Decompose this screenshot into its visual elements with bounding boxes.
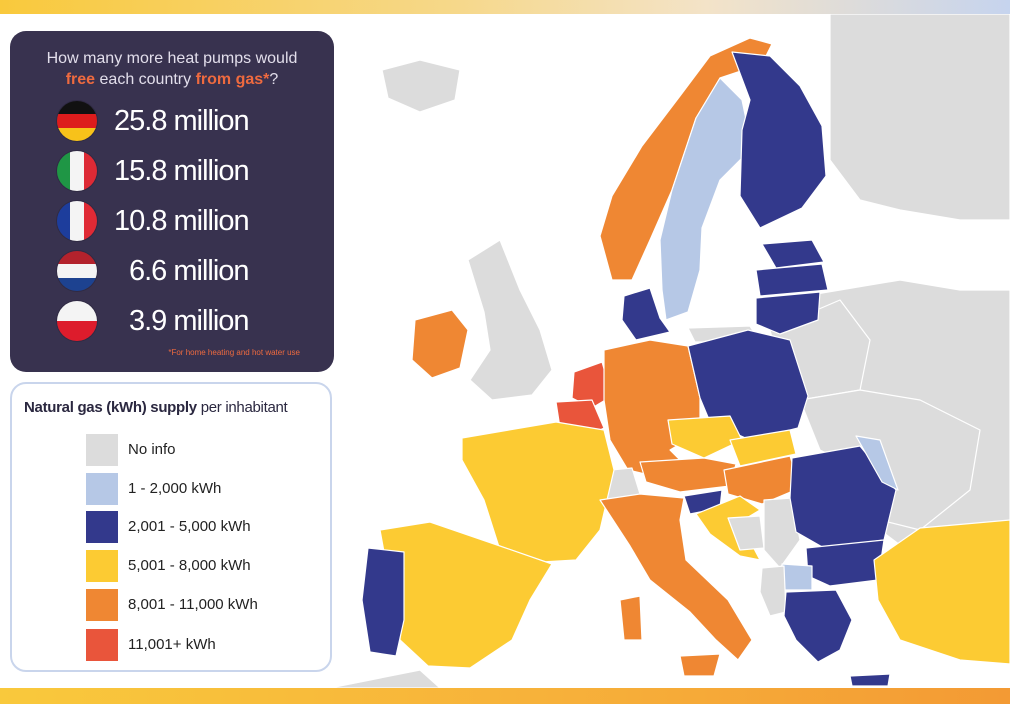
country-iceland — [381, 59, 461, 113]
legend-title: Natural gas (kWh) supply per inhabitant — [24, 399, 288, 416]
country-portugal — [361, 547, 405, 657]
heat-pumps-panel: How many more heat pumps would free each… — [10, 31, 334, 372]
heading-mid: each country — [99, 71, 192, 88]
europe-map-svg — [330, 14, 1010, 688]
legend-swatch — [86, 511, 118, 543]
bottom-gradient-bar — [0, 688, 1010, 704]
country-bulgaria — [805, 539, 885, 587]
legend-title-bold: Natural gas (kWh) supply — [24, 399, 197, 416]
country-estonia — [761, 239, 825, 269]
legend-swatch — [86, 473, 118, 505]
country-row-france: 10.8 million — [10, 201, 334, 245]
france-flag-icon — [57, 201, 97, 241]
country-italy — [679, 653, 721, 677]
germany-value: 25.8 million — [114, 105, 250, 137]
legend-panel: Natural gas (kWh) supply per inhabitant … — [10, 382, 332, 672]
legend-title-rest: per inhabitant — [196, 399, 288, 416]
top-gradient-bar — [0, 0, 1010, 14]
netherlands-flag-icon — [57, 251, 97, 291]
country-netherlands — [571, 361, 613, 409]
country-albania — [759, 565, 787, 617]
country-poland — [687, 329, 809, 441]
heading-end: ? — [269, 71, 279, 88]
legend-label: No info — [128, 441, 176, 458]
legend-swatch — [86, 550, 118, 582]
country-france — [461, 421, 615, 563]
legend-label: 1 - 2,000 kWh — [128, 480, 222, 497]
legend-swatch — [86, 629, 118, 661]
panel-heading: How many more heat pumps would free each… — [10, 48, 334, 90]
germany-flag-icon — [57, 101, 97, 141]
heading-free: free — [65, 71, 96, 88]
poland-flag-icon — [57, 301, 97, 341]
france-value: 10.8 million — [114, 205, 250, 237]
country-turkey — [873, 519, 1010, 665]
italy-value: 15.8 million — [114, 155, 250, 187]
heading-from-gas: from gas* — [195, 71, 270, 88]
poland-value: 3.9 million — [129, 305, 250, 337]
country-united-kingdom — [467, 239, 553, 401]
country-finland — [731, 51, 827, 229]
country-moldova — [855, 435, 899, 491]
legend-swatch — [86, 434, 118, 466]
country-row-netherlands: 6.6 million — [10, 251, 334, 295]
country-italy — [599, 493, 753, 661]
country-hungary — [723, 455, 801, 505]
legend-swatch — [86, 589, 118, 621]
italy-flag-icon — [57, 151, 97, 191]
country-latvia — [755, 263, 829, 297]
country-czechia — [667, 415, 743, 459]
legend-label: 8,001 - 11,000 kWh — [128, 596, 258, 613]
country-lithuania — [755, 291, 821, 335]
country-north-macedonia — [781, 563, 813, 591]
legend-label: 11,001+ kWh — [128, 636, 216, 653]
country-morocco — [330, 669, 441, 688]
country-greece — [783, 589, 853, 663]
country-slovakia — [729, 429, 797, 467]
legend-label: 2,001 - 5,000 kWh — [128, 518, 251, 535]
country-row-germany: 25.8 million — [10, 101, 334, 145]
country-denmark — [621, 287, 671, 341]
legend-label: 5,001 - 8,000 kWh — [128, 557, 251, 574]
country-row-poland: 3.9 million — [10, 301, 334, 345]
netherlands-value: 6.6 million — [129, 255, 250, 287]
europe-map — [330, 14, 1010, 688]
country-sweden — [659, 77, 753, 321]
country-russia — [829, 14, 1010, 221]
country-ireland — [411, 309, 469, 379]
heading-line-1: How many more heat pumps would — [46, 50, 298, 67]
country-italy — [619, 595, 643, 641]
footnote: *For home heating and hot water use — [168, 348, 300, 357]
country-greece — [849, 673, 891, 687]
country-row-italy: 15.8 million — [10, 151, 334, 195]
country-serbia — [763, 497, 801, 569]
